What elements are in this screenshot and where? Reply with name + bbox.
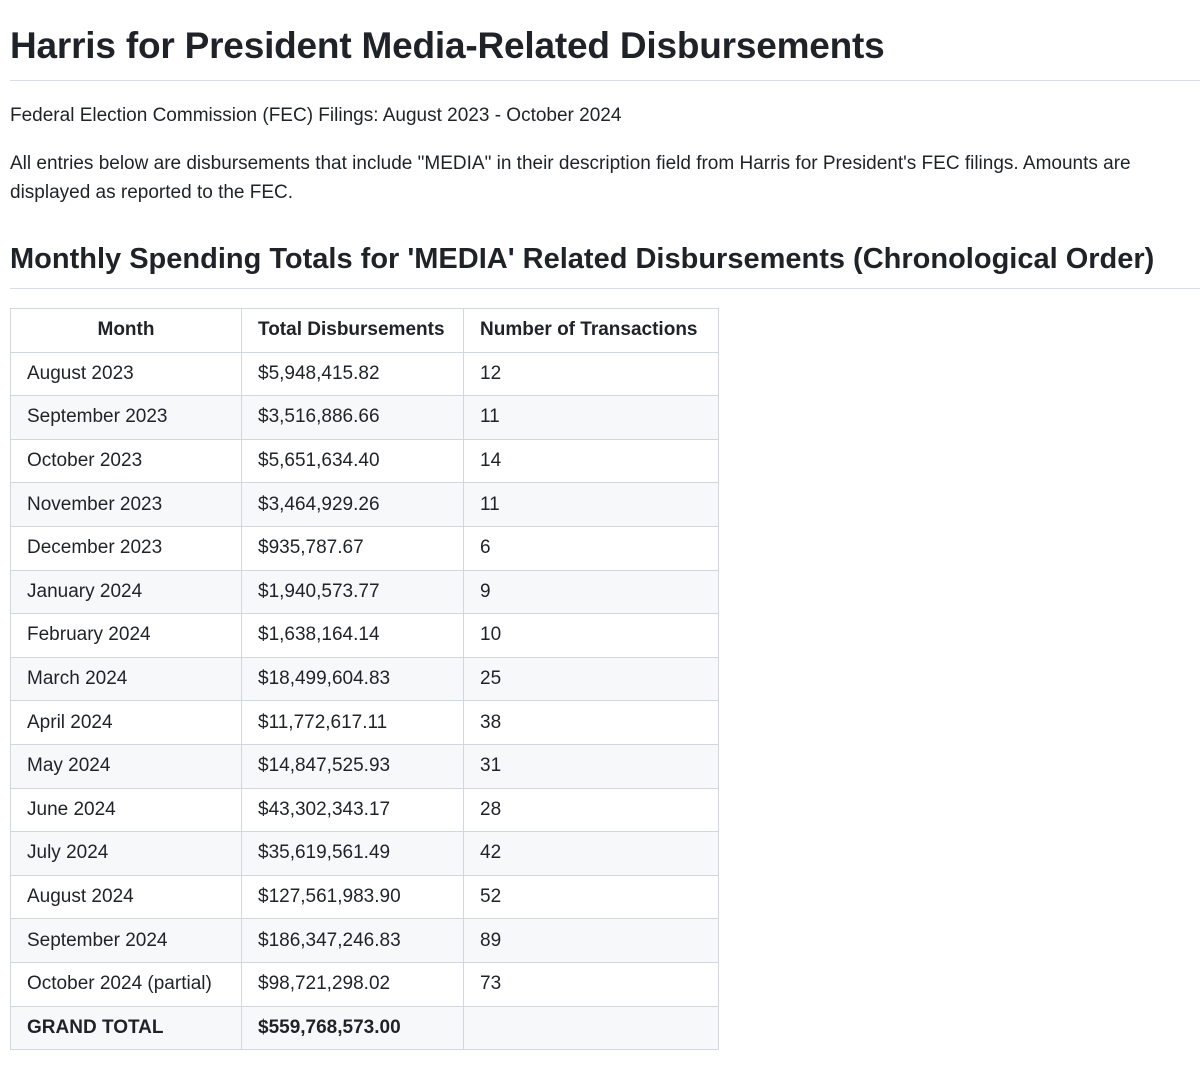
cell-month: January 2024 — [10, 569, 242, 615]
title-divider — [10, 80, 1200, 81]
cell-total-disbursements: $35,619,561.49 — [241, 831, 464, 876]
section-divider — [10, 288, 1200, 289]
cell-number-of-transactions: 52 — [463, 874, 719, 920]
cell-month: September 2023 — [10, 395, 242, 440]
cell-total-disbursements: $1,638,164.14 — [241, 613, 464, 658]
table-row: March 2024 $18,499,604.83 25 — [10, 656, 719, 702]
cell-total-disbursements: $98,721,298.02 — [241, 961, 464, 1007]
table-row: October 2023 $5,651,634.40 14 — [10, 438, 719, 484]
table-header-row: Month Total Disbursements Number of Tran… — [10, 308, 719, 353]
cell-total-disbursements: $127,561,983.90 — [241, 874, 464, 920]
table-row: April 2024 $11,772,617.11 38 — [10, 700, 719, 745]
grand-total-row: GRAND TOTAL $559,768,573.00 — [10, 1005, 719, 1051]
cell-number-of-transactions: 38 — [463, 700, 719, 745]
table-row: May 2024 $14,847,525.93 31 — [10, 743, 719, 789]
cell-month: March 2024 — [10, 656, 242, 702]
header-month: Month — [10, 308, 242, 353]
cell-month: June 2024 — [10, 787, 242, 833]
table-row: January 2024 $1,940,573.77 9 — [10, 569, 719, 615]
cell-total-disbursements: $18,499,604.83 — [241, 656, 464, 702]
cell-number-of-transactions: 9 — [463, 569, 719, 615]
cell-month: September 2024 — [10, 918, 242, 963]
table-row: February 2024 $1,638,164.14 10 — [10, 613, 719, 658]
table-row: September 2023 $3,516,886.66 11 — [10, 395, 719, 440]
cell-number-of-transactions: 11 — [463, 482, 719, 527]
table-row: November 2023 $3,464,929.26 11 — [10, 482, 719, 527]
cell-number-of-transactions: 14 — [463, 438, 719, 484]
section-heading: Monthly Spending Totals for 'MEDIA' Rela… — [10, 243, 1155, 275]
cell-total-disbursements: $5,651,634.40 — [241, 438, 464, 484]
cell-number-of-transactions: 28 — [463, 787, 719, 833]
cell-number-of-transactions: 42 — [463, 831, 719, 876]
subtitle: Federal Election Commission (FEC) Filing… — [10, 105, 622, 126]
cell-number-of-transactions: 73 — [463, 961, 719, 1007]
cell-month: April 2024 — [10, 700, 242, 745]
table-row: December 2023 $935,787.67 6 — [10, 525, 719, 571]
cell-month: May 2024 — [10, 743, 242, 789]
cell-month: October 2023 — [10, 438, 242, 484]
table-row: August 2023 $5,948,415.82 12 — [10, 351, 719, 397]
cell-total-disbursements: $14,847,525.93 — [241, 743, 464, 789]
table-row: September 2024 $186,347,246.83 89 — [10, 918, 719, 963]
header-number-of-transactions: Number of Transactions — [463, 308, 719, 353]
cell-total-disbursements: $43,302,343.17 — [241, 787, 464, 833]
cell-total-disbursements: $3,516,886.66 — [241, 395, 464, 440]
cell-total-disbursements: $5,948,415.82 — [241, 351, 464, 397]
grand-total-amount: $559,768,573.00 — [241, 1005, 464, 1051]
cell-total-disbursements: $11,772,617.11 — [241, 700, 464, 745]
cell-month: August 2023 — [10, 351, 242, 397]
cell-number-of-transactions: 11 — [463, 395, 719, 440]
cell-number-of-transactions: 31 — [463, 743, 719, 789]
cell-number-of-transactions: 10 — [463, 613, 719, 658]
cell-month: December 2023 — [10, 525, 242, 571]
header-total-disbursements: Total Disbursements — [241, 308, 464, 353]
cell-number-of-transactions: 12 — [463, 351, 719, 397]
cell-month: November 2023 — [10, 482, 242, 527]
cell-total-disbursements: $186,347,246.83 — [241, 918, 464, 963]
table-row: June 2024 $43,302,343.17 28 — [10, 787, 719, 833]
disbursements-table: Month Total Disbursements Number of Tran… — [10, 308, 719, 1051]
description: All entries below are disbursements that… — [10, 153, 1131, 203]
table-row: October 2024 (partial) $98,721,298.02 73 — [10, 961, 719, 1007]
cell-total-disbursements: $935,787.67 — [241, 525, 464, 571]
cell-month: August 2024 — [10, 874, 242, 920]
grand-total-label: GRAND TOTAL — [10, 1005, 242, 1051]
cell-month: July 2024 — [10, 831, 242, 876]
page-title: Harris for President Media-Related Disbu… — [10, 25, 885, 66]
table-row: July 2024 $35,619,561.49 42 — [10, 831, 719, 876]
cell-total-disbursements: $1,940,573.77 — [241, 569, 464, 615]
cell-month: October 2024 (partial) — [10, 961, 242, 1007]
cell-month: February 2024 — [10, 613, 242, 658]
cell-number-of-transactions: 6 — [463, 525, 719, 571]
cell-number-of-transactions: 89 — [463, 918, 719, 963]
cell-number-of-transactions: 25 — [463, 656, 719, 702]
table-row: August 2024 $127,561,983.90 52 — [10, 874, 719, 920]
table-body: August 2023 $5,948,415.82 12 September 2023… — [10, 351, 719, 1051]
grand-total-transactions — [463, 1005, 719, 1051]
cell-total-disbursements: $3,464,929.26 — [241, 482, 464, 527]
